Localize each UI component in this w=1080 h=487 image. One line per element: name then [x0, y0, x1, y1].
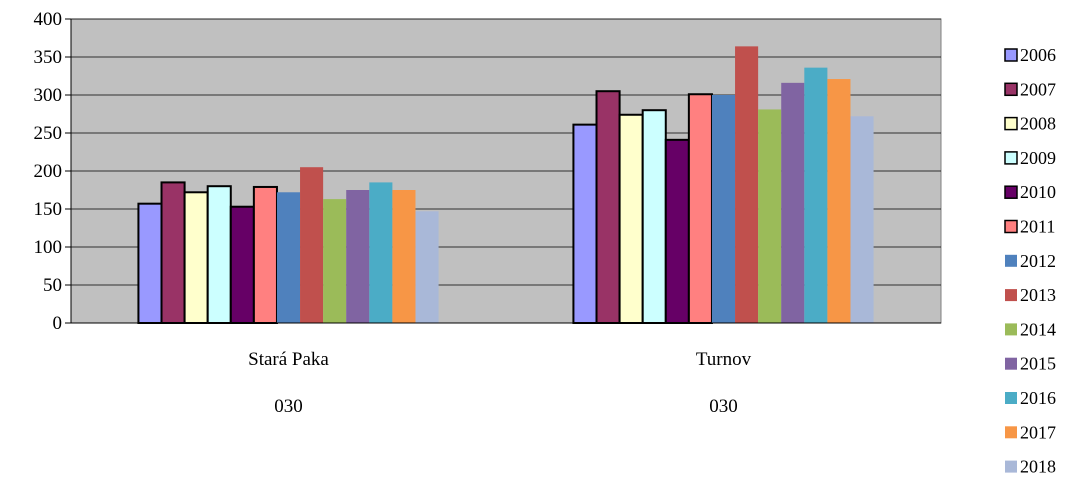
bar-2009-1 — [206, 185, 232, 324]
x-category-label: Stará Paka — [248, 349, 329, 370]
legend: 2006 2007 2008 2009 2010 2011 2012 2013 2014 2015… — [1004, 45, 1056, 477]
y-tick-label: 50 — [43, 275, 62, 296]
y-tick-label: 350 — [34, 47, 63, 68]
bar-2014-1 — [323, 199, 347, 323]
y-tick-label: 200 — [34, 161, 63, 182]
bar-2014-2 — [758, 109, 782, 323]
bar-2008-2 — [618, 113, 644, 325]
legend-swatch-2018 — [1005, 460, 1017, 473]
y-tick-label: 0 — [53, 313, 63, 334]
bar-2009-2 — [641, 109, 667, 324]
legend-swatch-2007 — [1004, 82, 1018, 97]
legend-swatch-2016 — [1005, 392, 1017, 404]
bar-2018-2 — [850, 116, 874, 323]
legend-swatch-2009 — [1004, 151, 1018, 165]
bar-2012-1 — [276, 192, 301, 323]
legend-label: 2006 — [1020, 45, 1056, 65]
bar-2007-2 — [595, 90, 621, 324]
bar-2006-2 — [572, 123, 598, 324]
bars — [137, 46, 874, 325]
y-tick-label: 150 — [34, 199, 63, 220]
legend-swatch-2013 — [1005, 289, 1017, 302]
axes: 0 50 100 150 200 250 300 350 400 Stará Paka 030 Tur… — [34, 9, 941, 417]
bar-2010-1 — [229, 205, 255, 324]
bar-2011-1 — [252, 185, 278, 324]
bar-2010-2 — [664, 138, 690, 324]
legend-label: 2017 — [1020, 422, 1056, 442]
legend-label: 2013 — [1020, 285, 1056, 305]
legend-label: 2011 — [1020, 217, 1055, 237]
legend-label: 2016 — [1020, 388, 1056, 408]
bar-2007-1 — [160, 181, 186, 324]
x-category-sublabel: 030 — [274, 396, 303, 417]
legend-label: 2014 — [1020, 319, 1056, 339]
x-category-sublabel: 030 — [709, 396, 738, 417]
bar-2011-2 — [687, 93, 713, 324]
y-tick-label: 400 — [34, 9, 63, 30]
bar-2013-1 — [300, 167, 324, 323]
legend-label: 2008 — [1020, 114, 1056, 134]
bar-2018-1 — [415, 211, 439, 323]
legend-swatch-2014 — [1005, 323, 1017, 336]
legend-label: 2018 — [1020, 457, 1056, 477]
legend-label: 2009 — [1020, 148, 1056, 168]
bar-2016-2 — [804, 67, 828, 323]
y-tick-label: 100 — [34, 237, 63, 258]
legend-swatch-2017 — [1005, 426, 1017, 439]
bar-2008-1 — [183, 191, 209, 324]
bar-2015-1 — [346, 190, 370, 323]
bar-2013-2 — [735, 46, 759, 324]
legend-swatch-2015 — [1005, 357, 1017, 370]
legend-label: 2007 — [1020, 79, 1056, 99]
bar-2017-2 — [827, 79, 851, 323]
legend-swatch-2012 — [1005, 254, 1017, 267]
bar-2006-1 — [137, 202, 163, 324]
x-category-label: Turnov — [696, 349, 752, 370]
legend-swatch-2006 — [1004, 48, 1018, 62]
legend-swatch-2011 — [1004, 219, 1018, 234]
legend-swatch-2008 — [1004, 116, 1018, 131]
y-tick-label: 250 — [34, 123, 63, 144]
legend-label: 2015 — [1020, 354, 1056, 374]
y-tick-label: 300 — [34, 85, 63, 106]
bar-2016-1 — [369, 182, 393, 323]
legend-label: 2010 — [1020, 182, 1056, 202]
bar-2015-2 — [781, 82, 805, 323]
legend-swatch-2010 — [1004, 185, 1018, 199]
bar-2012-2 — [711, 95, 736, 323]
legend-label: 2012 — [1020, 251, 1056, 271]
bar-2017-1 — [392, 190, 416, 323]
